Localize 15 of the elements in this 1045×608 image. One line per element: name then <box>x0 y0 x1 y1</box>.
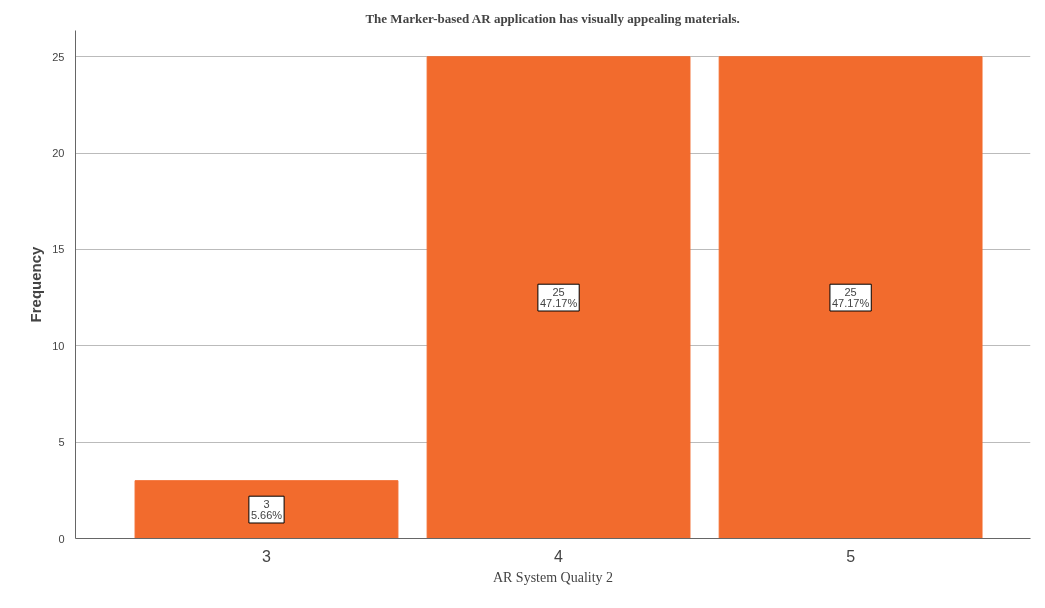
y-tick-label: 0 <box>58 532 65 545</box>
y-tick-label: 25 <box>52 50 65 63</box>
data-label: 3 5.66% <box>250 498 283 521</box>
x-tick-label: 4 <box>554 547 564 565</box>
y-tick-label: 5 <box>58 436 65 449</box>
x-axis-title: AR System Quality 2 <box>492 569 614 585</box>
x-tick-label: 5 <box>846 547 856 565</box>
y-tick-label: 10 <box>52 339 65 352</box>
data-label: 25 47.17% <box>539 286 578 309</box>
data-label: 25 47.17% <box>831 286 870 309</box>
x-tick-label: 3 <box>262 547 272 565</box>
y-tick-label: 20 <box>52 147 65 160</box>
y-tick-label: 15 <box>52 243 65 256</box>
y-axis-title: Frequency <box>27 245 45 323</box>
chart-title: The Marker-based AR application has visually appealing materials. <box>365 10 740 26</box>
